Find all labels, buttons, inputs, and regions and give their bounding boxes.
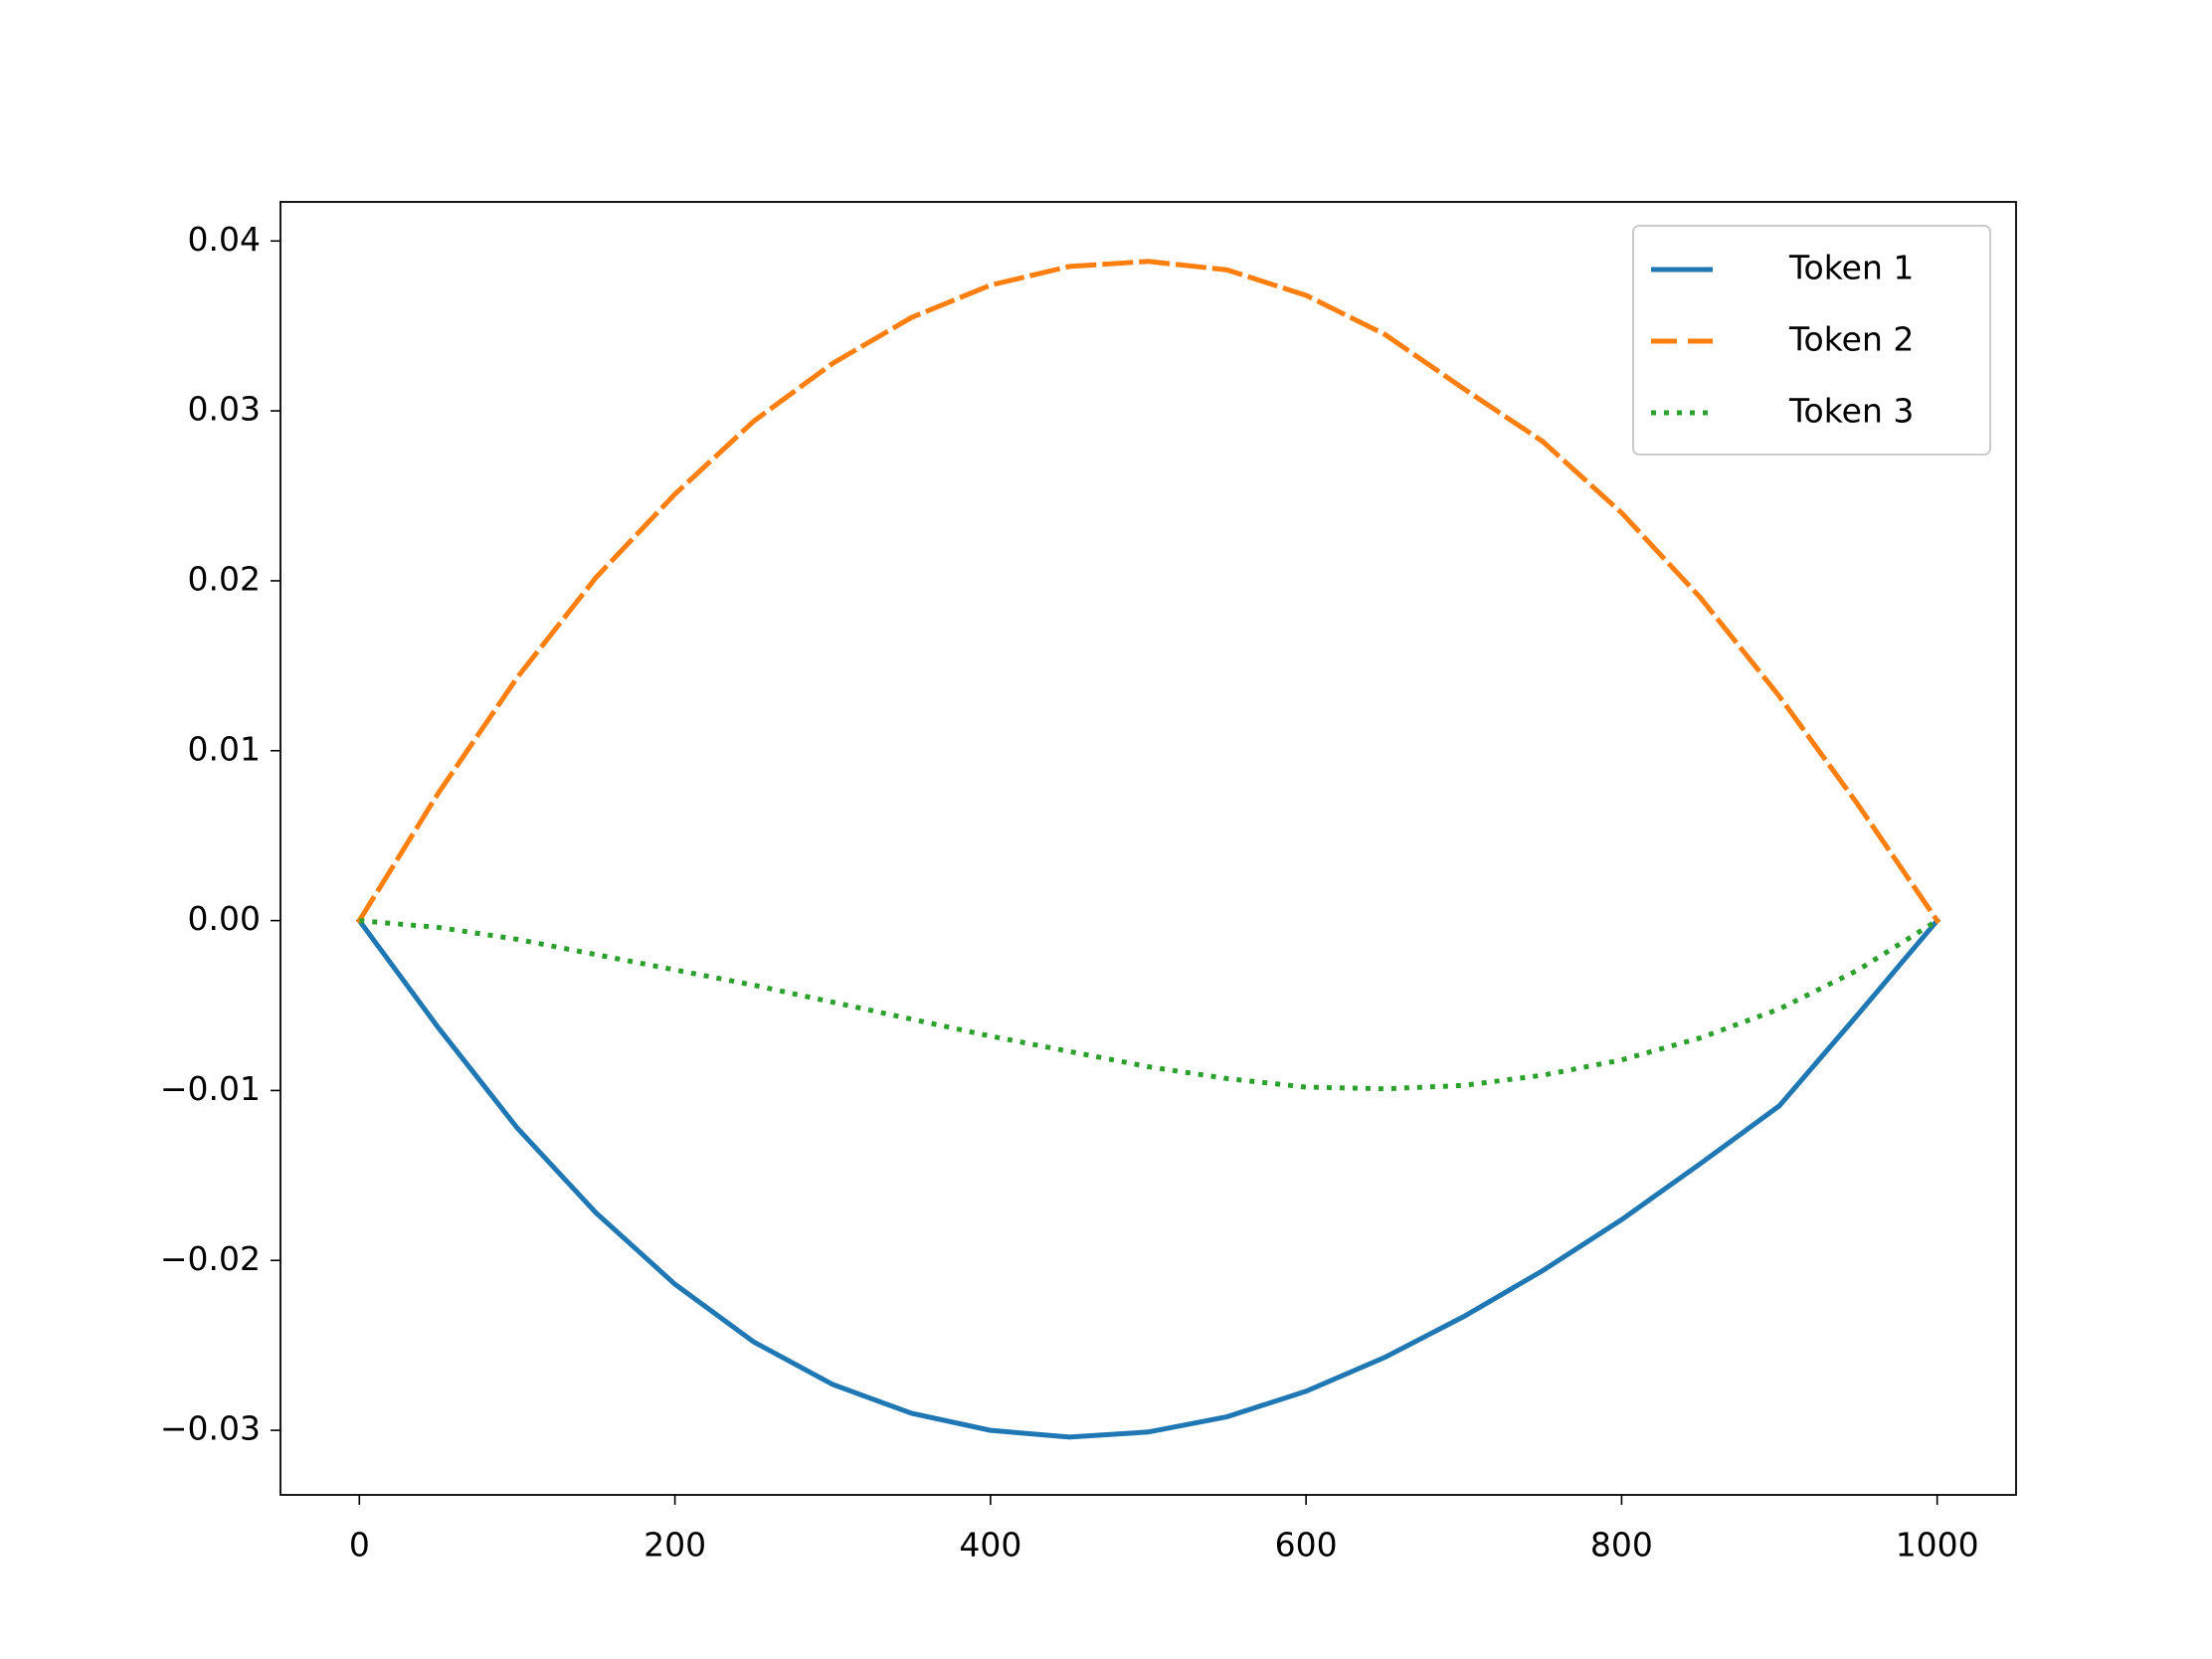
series-line xyxy=(359,918,1939,1092)
y-tick-label: 0.02 xyxy=(188,559,261,598)
x-tick-label: 800 xyxy=(1590,1526,1653,1565)
legend xyxy=(1632,225,1991,456)
y-tick-label: 0.03 xyxy=(188,390,261,429)
y-tick-label: 0.00 xyxy=(188,899,261,938)
x-tick-label: 200 xyxy=(644,1526,706,1565)
y-tick-label: 0.04 xyxy=(188,220,261,259)
series-line xyxy=(355,259,1941,925)
series-line xyxy=(355,917,1941,1440)
legend-label: Token 2 xyxy=(1788,320,1914,359)
legend-label: Token 3 xyxy=(1788,392,1914,431)
x-tick-label: 0 xyxy=(349,1526,370,1565)
y-tick-label: −0.02 xyxy=(160,1239,261,1278)
y-tick-label: −0.01 xyxy=(160,1069,261,1108)
x-tick-label: 1000 xyxy=(1896,1526,1979,1565)
legend-box xyxy=(1632,225,1991,456)
plot-frame xyxy=(279,201,2017,1496)
x-tick-label: 600 xyxy=(1275,1526,1338,1565)
y-tick-label: −0.03 xyxy=(160,1409,261,1448)
legend-label: Token 1 xyxy=(1788,249,1914,287)
y-tick-label: 0.01 xyxy=(188,729,261,768)
x-tick-label: 400 xyxy=(959,1526,1021,1565)
